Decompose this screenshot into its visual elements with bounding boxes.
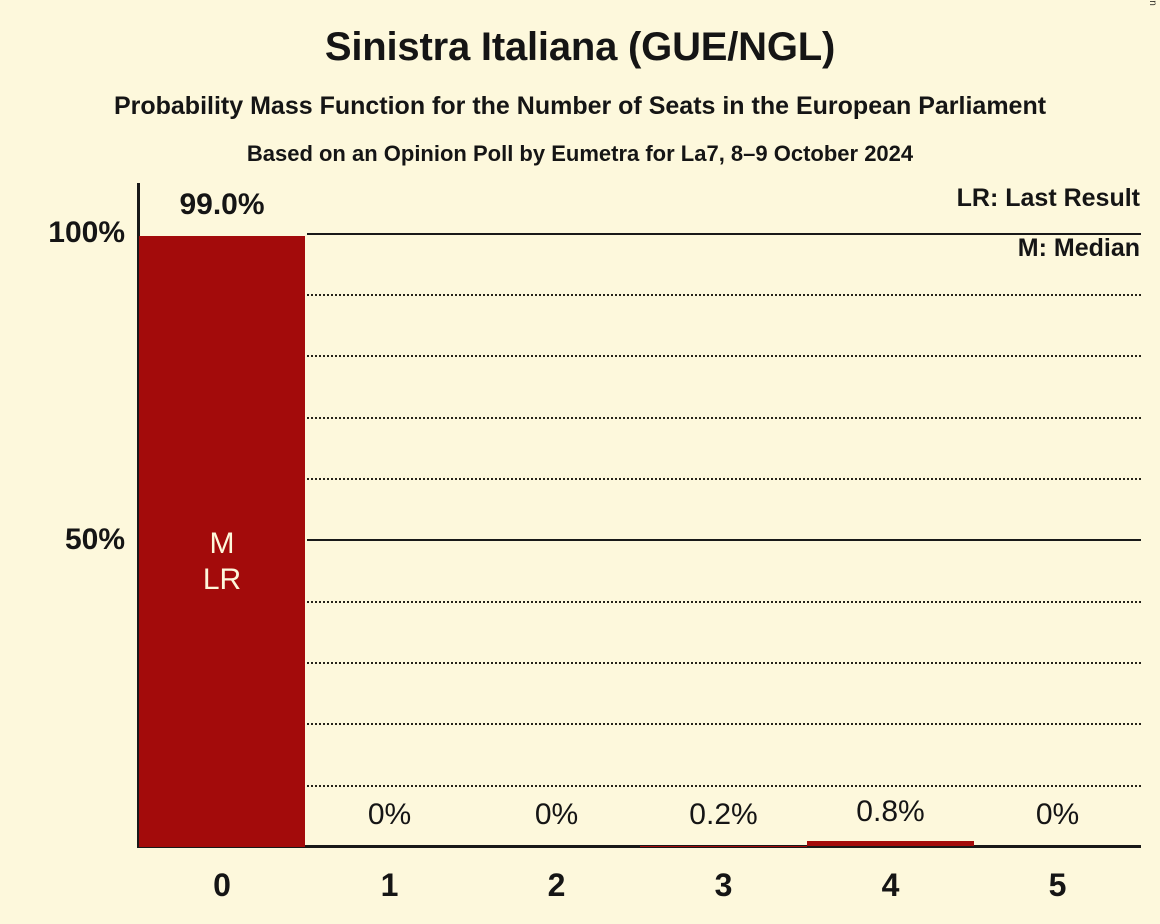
y-tick-label-100: 100%	[48, 216, 125, 249]
gridline-10	[307, 785, 1141, 789]
x-tick-label-4: 4	[881, 867, 900, 903]
x-axis-line	[137, 845, 1141, 848]
bar-5-value-label: 0%	[1035, 798, 1080, 831]
bar-0-value-label: 99.0%	[179, 188, 265, 221]
legend-divider-line	[307, 233, 1141, 235]
page-title: Sinistra Italiana (GUE/NGL)	[324, 25, 836, 69]
median-marker: M	[209, 527, 235, 560]
bar-0-markers: M LR	[139, 526, 305, 598]
last-result-marker: LR	[202, 563, 242, 596]
bar-4-value-label: 0.8%	[856, 795, 925, 828]
y-axis-line	[137, 183, 140, 848]
chart-header: Sinistra Italiana (GUE/NGL) Probability …	[0, 0, 1160, 165]
gridline-70	[307, 417, 1141, 421]
gridline-60	[307, 478, 1141, 482]
bar-2-value-label: 0%	[534, 798, 579, 831]
x-tick-label-3: 3	[714, 867, 733, 903]
gridline-20	[307, 723, 1141, 727]
bar-3-value-label: 0.2%	[689, 798, 758, 831]
chart-source-note: Based on an Opinion Poll by Eumetra for …	[246, 141, 914, 166]
gridline-90	[307, 294, 1141, 298]
gridline-40	[307, 601, 1141, 605]
gridline-80	[307, 355, 1141, 359]
gridline-30	[307, 662, 1141, 666]
legend-last-result: LR: Last Result	[956, 184, 1140, 212]
bar-4[interactable]	[807, 841, 974, 846]
x-tick-label-5: 5	[1048, 867, 1067, 903]
chart-subtitle: Probability Mass Function for the Number…	[113, 92, 1047, 120]
x-tick-label-1: 1	[380, 867, 399, 903]
x-tick-label-2: 2	[547, 867, 566, 903]
bar-3[interactable]	[640, 846, 807, 847]
x-tick-label-0: 0	[213, 867, 231, 903]
legend-median: M: Median	[1017, 234, 1140, 262]
gridline-50	[307, 539, 1141, 541]
y-tick-label-50: 50%	[64, 523, 125, 556]
bar-1-value-label: 0%	[367, 798, 412, 831]
bar-0[interactable]: M LR	[139, 236, 305, 847]
